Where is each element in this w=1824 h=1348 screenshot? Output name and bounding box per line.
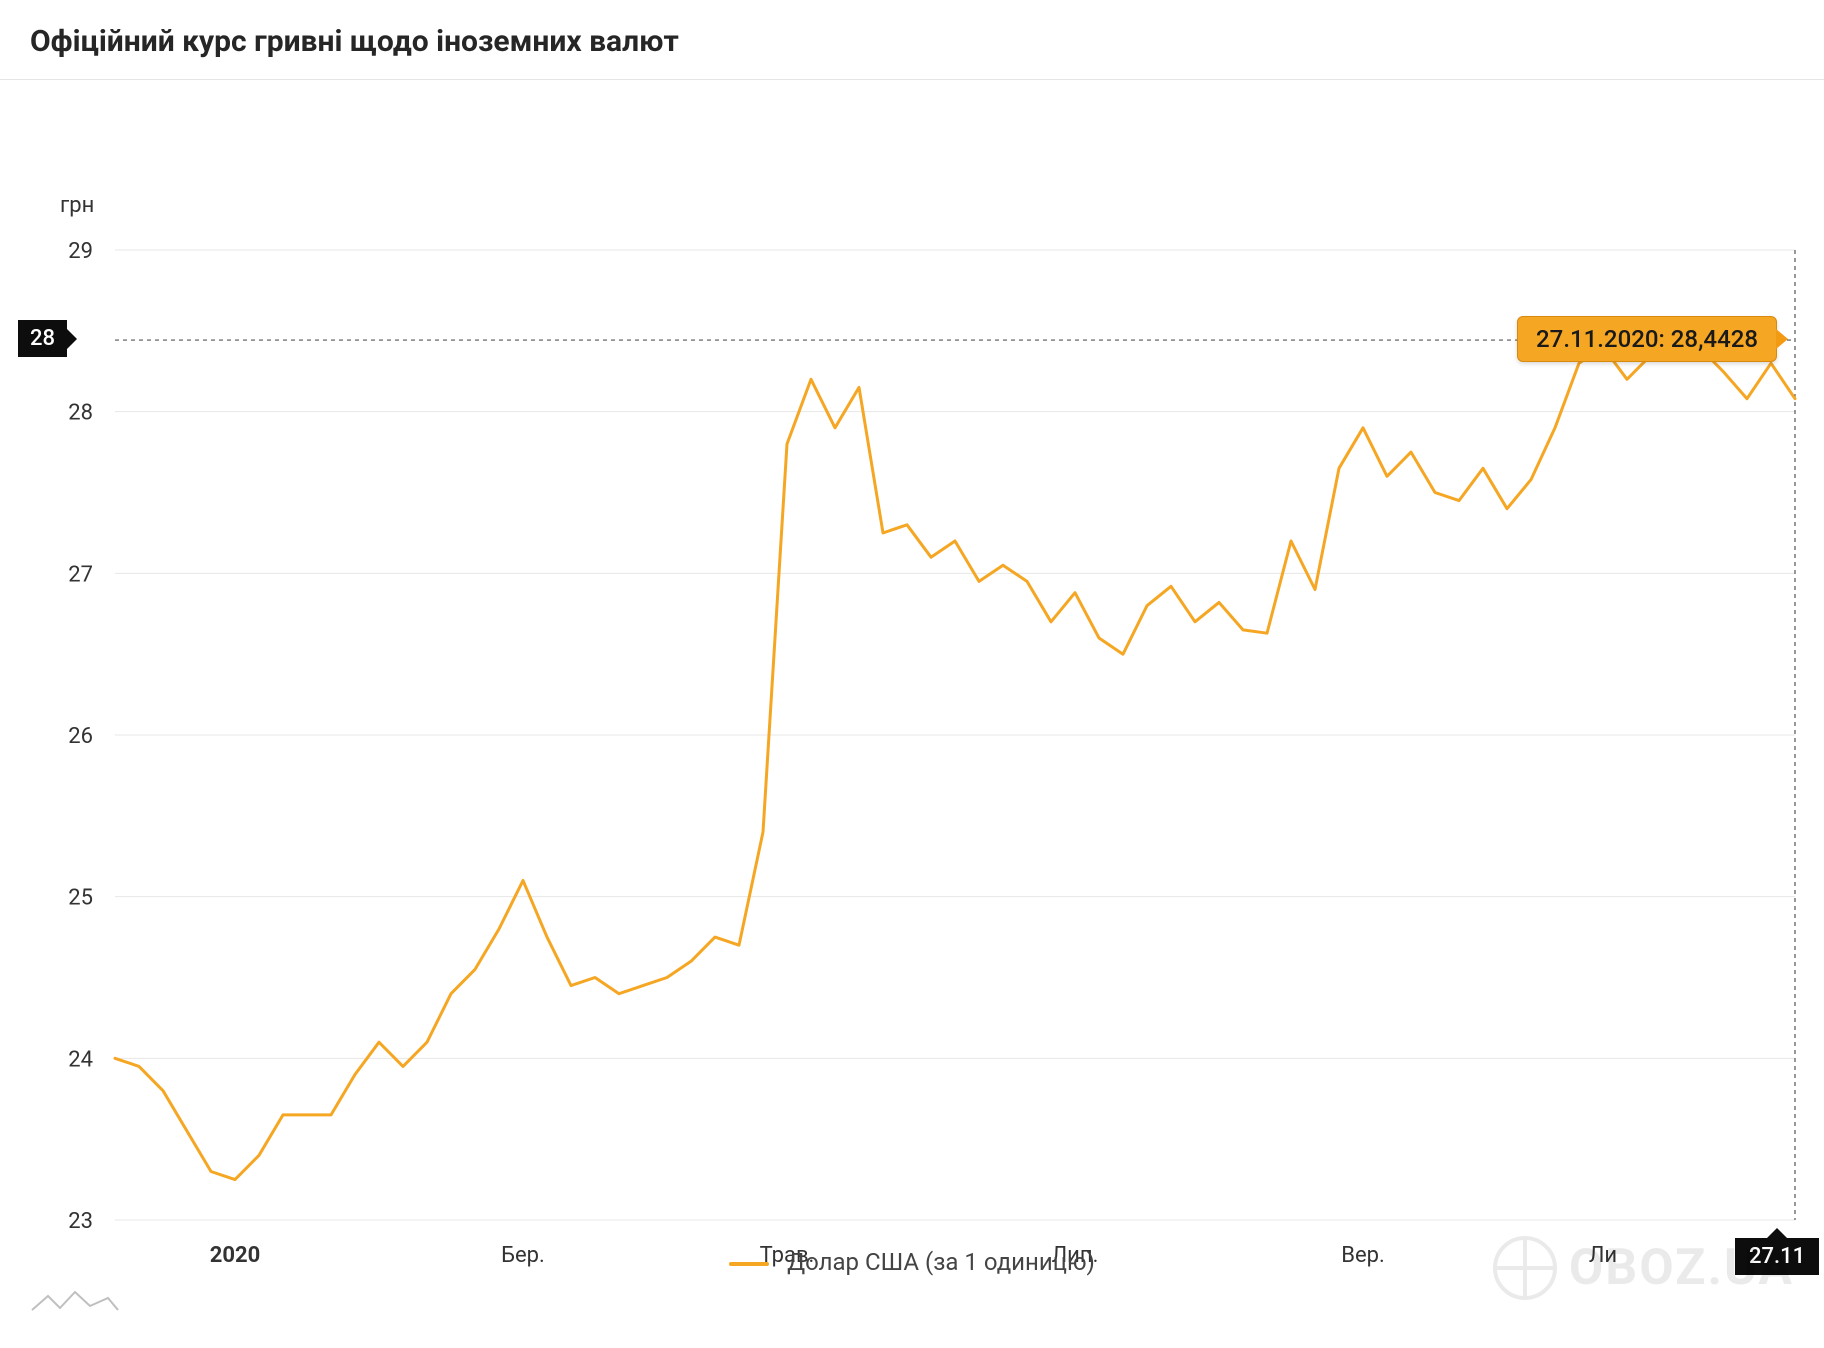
svg-text:29: 29 <box>68 239 93 264</box>
page-root: Офіційний курс гривні щодо іноземних вал… <box>0 0 1824 1348</box>
y-highlight-value: 28 <box>30 326 55 351</box>
chart-area[interactable]: грн232425262728292020Бер.Трав.Лип.Вер.Ли… <box>0 80 1824 1340</box>
svg-text:26: 26 <box>68 724 93 749</box>
range-selector-icon[interactable] <box>30 1288 120 1322</box>
chart-svg[interactable]: грн232425262728292020Бер.Трав.Лип.Вер.Ли <box>0 80 1824 1340</box>
globe-icon <box>1493 1236 1557 1300</box>
legend-swatch <box>729 1262 769 1266</box>
svg-text:24: 24 <box>68 1047 93 1072</box>
svg-text:23: 23 <box>68 1209 93 1234</box>
svg-text:грн: грн <box>60 193 94 218</box>
svg-text:28: 28 <box>68 401 93 426</box>
chart-title: Офіційний курс гривні щодо іноземних вал… <box>30 24 1794 59</box>
title-bar: Офіційний курс гривні щодо іноземних вал… <box>0 0 1824 80</box>
watermark-text: OBOZ.UA <box>1569 1239 1794 1297</box>
y-highlight-badge: 28 <box>18 320 67 357</box>
svg-text:27: 27 <box>68 562 93 587</box>
tooltip-text: 27.11.2020: 28,4428 <box>1536 325 1758 353</box>
svg-text:25: 25 <box>68 886 93 911</box>
legend-label: Долар США (за 1 одиницю) <box>787 1248 1095 1276</box>
watermark: OBOZ.UA <box>1493 1236 1794 1300</box>
value-tooltip: 27.11.2020: 28,4428 <box>1517 316 1777 362</box>
